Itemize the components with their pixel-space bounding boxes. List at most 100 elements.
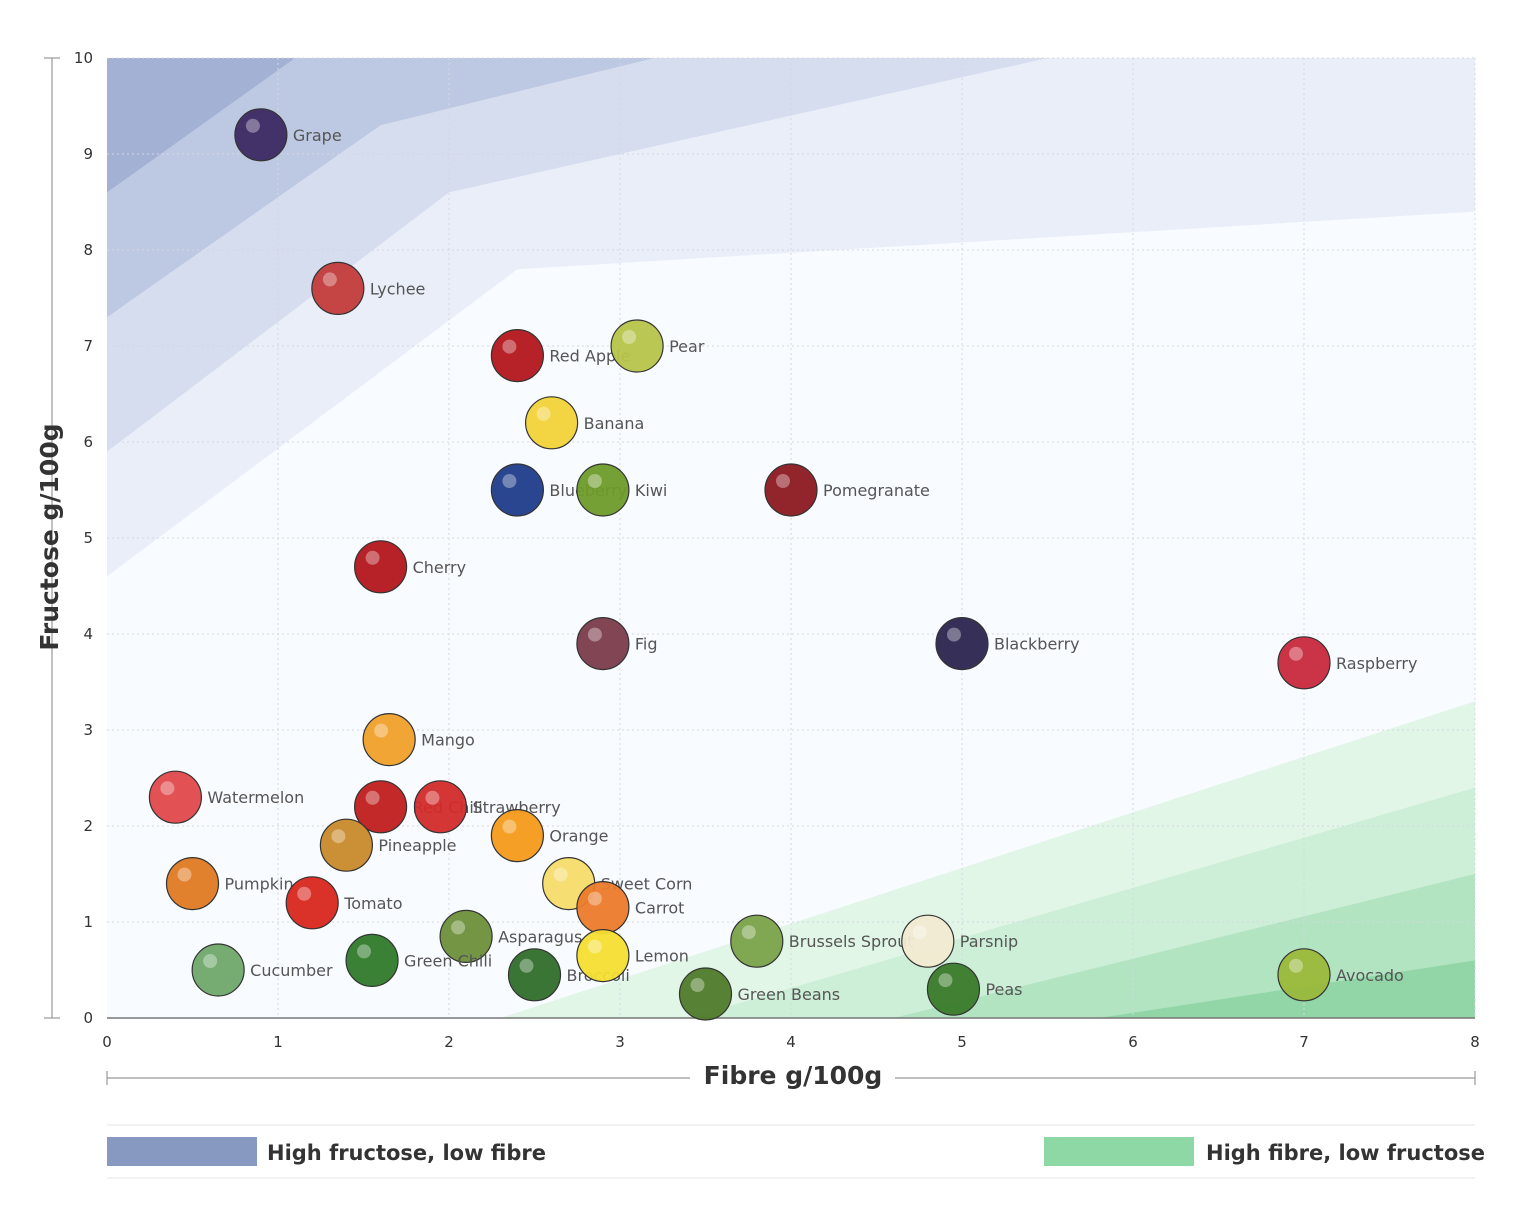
y-tick-label: 0 [83,1009,93,1027]
watermelon-icon [148,770,202,824]
point-label: Pear [669,337,705,356]
y-tick-label: 2 [83,817,93,835]
point-tomato: Tomato [285,876,402,930]
point-label: Mango [421,731,475,750]
y-axis-title: Fructose g/100g [35,423,64,650]
brussels-sprout-icon [730,914,784,968]
point-watermelon: Watermelon [148,770,304,824]
legend-label-high-fibre: High fibre, low fructose [1206,1141,1485,1165]
point-kiwi: Kiwi [576,463,667,517]
grape-icon [234,108,288,162]
y-tick-label: 10 [74,49,93,67]
legend-label-high-fructose: High fructose, low fibre [267,1141,546,1165]
y-tick-label: 8 [83,241,93,259]
point-grape: Grape [234,108,342,162]
point-label: Blackberry [994,635,1080,654]
x-tick-label: 1 [273,1033,283,1051]
cucumber-icon [191,943,245,997]
y-tick-label: 3 [83,721,93,739]
point-label: Pomegranate [823,481,930,500]
point-label: Kiwi [635,481,667,500]
pumpkin-icon [165,856,220,911]
kiwi-icon [576,463,630,517]
pineapple-icon [319,818,373,872]
point-label: Strawberry [472,798,560,817]
point-asparagus: Asparagus [439,909,582,964]
x-tick-label: 8 [1470,1033,1480,1051]
point-label: Asparagus [498,927,582,946]
point-raspberry: Raspberry [1277,636,1417,690]
point-pineapple: Pineapple [319,818,457,872]
point-label: Red Apple [549,347,630,366]
point-blackberry: Blackberry [935,616,1080,671]
strawberry-icon [413,780,468,834]
point-peas: Peas [926,962,1023,1016]
orange-icon [490,808,545,863]
point-label: Banana [584,414,645,433]
broccoli-icon [507,948,562,1002]
blueberry-icon [490,463,545,517]
point-lychee: Lychee [311,261,425,315]
y-tick-labels: 0 1 2 3 4 5 6 7 8 9 10 [74,49,93,1027]
legend-swatch-high-fructose [107,1137,257,1166]
point-label: Fig [635,635,658,654]
y-tick-label: 4 [83,625,93,643]
point-label: Brussels Sprout [789,932,914,951]
point-label: Peas [985,980,1022,999]
point-avocado: Avocado [1277,948,1404,1002]
apple-icon [490,329,545,383]
band-1 [107,58,1048,452]
x-tick-label: 5 [957,1033,967,1051]
x-tick-label: 6 [1128,1033,1138,1051]
point-strawberry: Strawberry [413,780,561,834]
point-banana: Banana [524,396,645,450]
point-label: Orange [549,827,608,846]
point-label: Avocado [1336,966,1404,985]
x-tick-labels: 0 1 2 3 4 5 6 7 8 [102,1033,1480,1051]
point-cucumber: Cucumber [191,943,333,997]
raspberry-icon [1277,636,1331,690]
point-mango: Mango [362,712,475,767]
x-tick-label: 7 [1299,1033,1309,1051]
point-fig: Fig [576,616,658,671]
cherry-icon [354,540,408,594]
banana-icon [524,396,579,450]
asparagus-icon [439,909,493,964]
point-label: Parsnip [960,932,1018,951]
legend: High fructose, low fibre High fibre, low … [107,1124,1485,1179]
y-tick-label: 5 [83,529,93,547]
point-green-beans: Green Beans [678,967,841,1021]
y-tick-label: 1 [83,913,93,931]
axes [44,57,1476,1085]
y-tick-label: 7 [83,337,93,355]
green-beans-icon [678,967,733,1021]
lemon-icon [576,928,630,983]
band-6 [893,874,1475,1018]
point-parsnip: Parsnip [901,914,1018,968]
point-orange: Orange [490,808,609,863]
peas-icon [926,962,981,1016]
point-label: Raspberry [1336,654,1417,673]
point-label: Cherry [413,558,467,577]
legend-swatch-high-fibre [1044,1137,1194,1166]
point-label: Pumpkin [225,875,294,894]
point-green-chili: Green Chili [345,933,492,988]
point-label: Cucumber [250,961,333,980]
x-tick-label: 0 [102,1033,112,1051]
grid-lines [107,57,1476,1018]
blackberry-icon [935,616,989,671]
avocado-icon [1277,948,1331,1002]
point-pear: Pear [610,319,705,373]
pear-icon [610,319,664,373]
point-red-apple: Red Apple [490,329,630,383]
point-label: Tomato [343,894,402,913]
x-axis-title: Fibre g/100g [704,1061,883,1090]
point-label: Watermelon [207,788,304,807]
red-chili-icon [354,780,408,834]
x-tick-label: 2 [444,1033,454,1051]
band-3 [107,58,296,193]
x-title-gap [693,1070,893,1086]
point-label: Green Beans [738,985,841,1004]
